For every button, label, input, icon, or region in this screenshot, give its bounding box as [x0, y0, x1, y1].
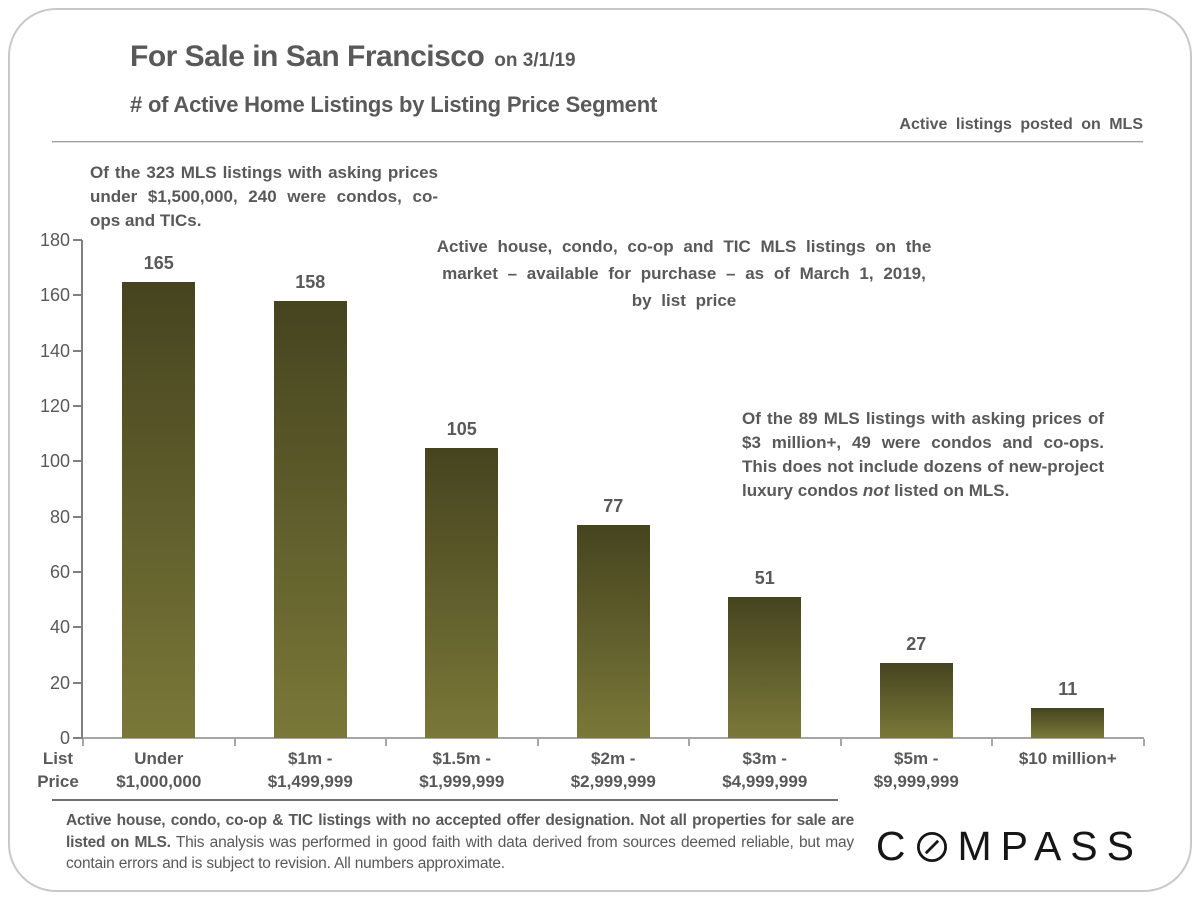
x-axis-tick: [536, 739, 539, 746]
y-axis-line: [81, 240, 83, 739]
footer-disclaimer-bold: Active house, condo, co-op & TIC listing…: [66, 812, 854, 851]
y-axis-tick: [73, 515, 82, 518]
y-axis-tick: [73, 571, 82, 573]
chart-subtitle: # of Active Home Listings by Listing Pri…: [130, 92, 658, 117]
bar-value-label: 105: [446, 418, 477, 439]
y-axis-tick-label: 0: [59, 728, 70, 748]
bar-4: [576, 524, 650, 738]
x-category-label: Under $1,000,000: [116, 749, 202, 791]
y-axis-tick: [73, 405, 82, 407]
annotation-chart-description: Active house, condo, co-op and TIC MLS l…: [436, 237, 932, 310]
y-axis-tick: [73, 349, 82, 352]
y-axis-tick-label: 40: [49, 617, 70, 638]
bar-6: [879, 663, 953, 738]
title-text: For Sale in San Francisco: [130, 40, 485, 73]
header-divider: [52, 141, 1143, 143]
annotation-right-tail: listed on MLS.: [889, 481, 1010, 500]
y-axis-tick: [73, 239, 82, 241]
bar-value-label: 165: [143, 252, 174, 273]
bar-1: [122, 281, 196, 738]
y-axis-tick-label: 160: [39, 285, 70, 306]
bar-5: [728, 596, 802, 738]
bar-value-label: 27: [906, 634, 927, 655]
footer-divider: [52, 799, 838, 801]
x-axis-tick: [385, 739, 387, 746]
annotation-under-1500k: Of the 323 MLS listings with asking pric…: [90, 163, 438, 230]
bar-value-label: 51: [754, 567, 775, 588]
y-axis-tick: [73, 681, 82, 684]
x-category-label: $3m - $4,999,999: [722, 749, 808, 791]
bar-7: [1031, 707, 1105, 738]
y-axis-tick: [73, 460, 82, 463]
x-axis-tick: [1142, 739, 1145, 746]
y-axis-tick-label: 180: [39, 230, 70, 250]
compass-logo-c: C: [875, 823, 915, 869]
y-axis-tick: [73, 294, 82, 297]
x-axis-line: [83, 737, 1144, 739]
x-category-label: $5m - $9,999,999: [873, 749, 959, 791]
footer-disclaimer: Active house, condo, co-op & TIC listing…: [66, 810, 854, 875]
compass-o-icon: [916, 831, 947, 863]
bar-3: [425, 447, 499, 738]
x-axis-tick: [688, 739, 690, 746]
mls-note: Active listings posted on MLS: [899, 116, 1143, 133]
bar-value-label: 158: [295, 271, 326, 292]
bar-2: [273, 300, 347, 738]
title-date: on 3/1/19: [494, 50, 576, 71]
y-axis-tick-label: 120: [39, 396, 70, 416]
compass-logo: C MPASS: [876, 822, 1143, 870]
y-axis-tick-label: 140: [39, 340, 70, 361]
y-axis-tick: [73, 626, 82, 629]
x-axis-tick: [839, 739, 842, 746]
compass-logo-rest: MPASS: [957, 823, 1143, 869]
footer-disclaimer-regular: This analysis was performed in good fait…: [66, 833, 854, 873]
x-axis-tick: [82, 739, 84, 746]
y-axis-tick-label: 100: [39, 451, 70, 472]
annotation-right-text: Of the 89 MLS listings with asking price…: [742, 409, 1104, 500]
y-axis-tick-label: 80: [49, 506, 70, 527]
bar-value-label: 11: [1058, 678, 1078, 699]
bar-value-label: 77: [603, 495, 624, 516]
x-axis-tick: [991, 739, 993, 746]
y-axis-tick: [73, 737, 82, 739]
y-axis-tick-label: 60: [49, 562, 70, 582]
x-category-label: $1.5m - $1,999,999: [419, 749, 505, 791]
x-category-label: $10 million+: [1018, 749, 1117, 768]
x-category-label: $2m - $2,999,999: [570, 749, 656, 791]
x-axis-tick: [233, 739, 236, 746]
page-title: For Sale in San Francisco on 3/1/19: [130, 40, 576, 74]
y-axis-tick-label: 20: [49, 672, 70, 693]
x-category-label: $1m - $1,499,999: [267, 749, 353, 791]
annotation-right-italic: not: [862, 481, 890, 500]
annotation-3-million-plus: Of the 89 MLS listings with asking price…: [742, 407, 1104, 503]
x-axis-title: List Price: [37, 749, 79, 791]
